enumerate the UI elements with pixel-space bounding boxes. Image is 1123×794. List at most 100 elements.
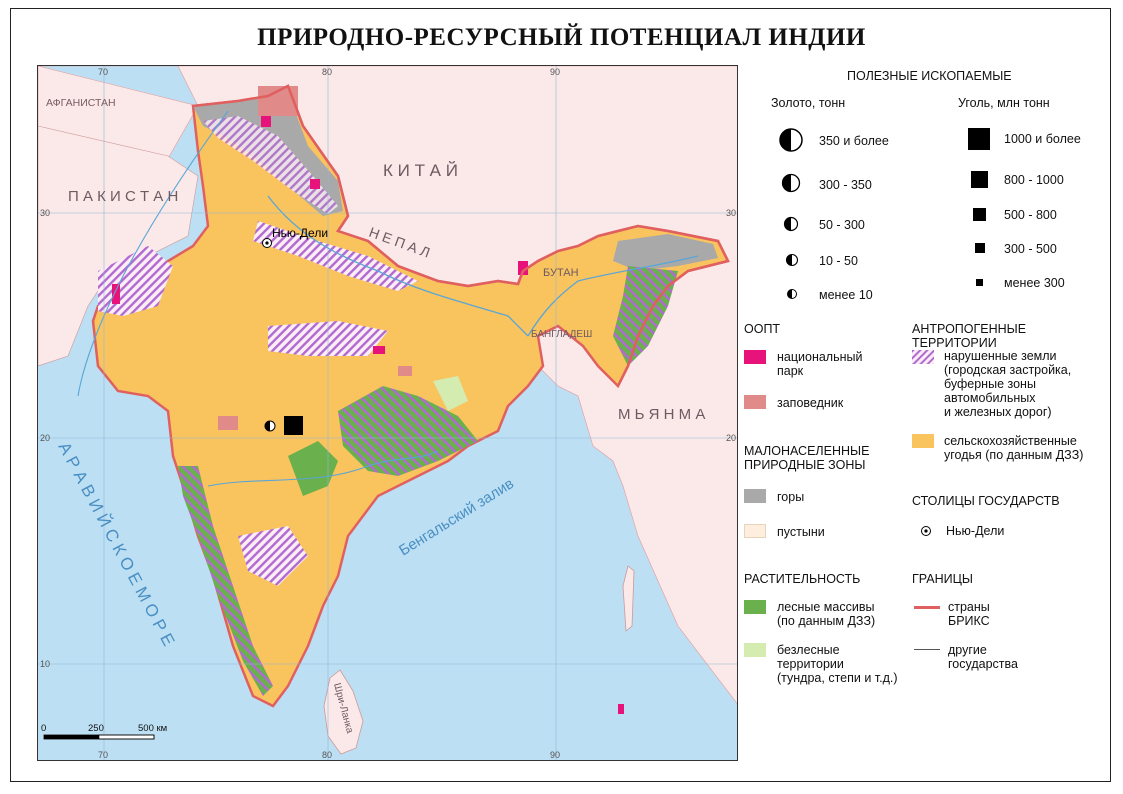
gold-350-icon <box>779 128 803 152</box>
grat-left-20: 20 <box>40 433 50 443</box>
map-title: ПРИРОДНО-РЕСУРСНЫЙ ПОТЕНЦИАЛ ИНДИИ <box>257 24 866 51</box>
grat-bottom-80: 80 <box>322 750 332 760</box>
gold-title: Золото, тонн <box>771 96 846 110</box>
reserve-swatch <box>744 395 766 409</box>
scale-0: 0 <box>41 723 46 734</box>
gold-350-label: 350 и более <box>819 134 889 148</box>
capital-label: Нью-Дели <box>272 226 328 240</box>
label-afghanistan: АФГАНИСТАН <box>46 97 116 109</box>
grat-bottom-70: 70 <box>98 750 108 760</box>
forest-east-ghats <box>288 441 338 496</box>
forest-west-ghats <box>178 466 273 696</box>
capitals-heading: СТОЛИЦЫ ГОСУДАРСТВ <box>912 494 1060 508</box>
grat-top-80: 80 <box>322 67 332 77</box>
national-park-6 <box>618 704 624 714</box>
borders-heading: ГРАНИЦЫ <box>912 572 973 586</box>
treeless-label-2: территории <box>777 657 844 671</box>
coal-500-icon <box>973 208 986 221</box>
gold-50-label: 50 - 300 <box>819 218 865 232</box>
gold-10-label: 10 - 50 <box>819 254 858 268</box>
national-park-1 <box>261 113 271 127</box>
legend: ПОЛЕЗНЫЕ ИСКОПАЕМЫЕ Золото, тонн Уголь, … <box>740 65 1110 765</box>
agri-label-1: сельскохозяйственные <box>944 434 1077 448</box>
grat-left-10: 10 <box>40 659 50 669</box>
reserve-2 <box>218 416 238 430</box>
andaman-islands <box>622 565 635 632</box>
label-pakistan: П А К И С Т А Н <box>68 188 178 205</box>
grat-bottom-90: 90 <box>550 750 560 760</box>
gold-deposit-symbol <box>264 420 276 432</box>
himalaya-hatch <box>203 116 338 214</box>
disturbed-label-2: (городская застройка, <box>944 363 1072 377</box>
capital-legend-icon <box>921 526 931 536</box>
other-border-line <box>914 649 940 650</box>
map-frame <box>10 8 1111 782</box>
forest-central-east <box>338 386 478 476</box>
river-indus <box>77 110 229 397</box>
mountains-swatch <box>744 489 766 503</box>
agriculture-swatch <box>912 434 934 448</box>
national-park-swatch <box>744 350 766 364</box>
gold-50-icon <box>783 216 799 232</box>
disturbed-swatch <box>912 350 934 364</box>
national-park-4 <box>373 346 385 354</box>
brics-border-line <box>914 606 940 609</box>
scale-bar <box>43 734 155 740</box>
india-border <box>192 84 730 387</box>
gold-300-label: 300 - 350 <box>819 178 872 192</box>
coal-800-icon <box>971 171 988 188</box>
ne-mountains <box>613 234 718 271</box>
disturbed-label-1: нарушенные земли <box>944 349 1057 363</box>
coal-500-label: 500 - 800 <box>1004 208 1057 222</box>
coal-300-label: 300 - 500 <box>1004 242 1057 256</box>
label-bangladesh: БАНГЛАДЕШ <box>531 329 592 340</box>
national-park-label: национальный парк <box>777 350 863 378</box>
disturbed-label-5: и железных дорог) <box>944 405 1052 419</box>
coal-300-icon <box>975 243 985 253</box>
deserts-swatch <box>744 524 766 538</box>
coal-1000-icon <box>968 128 990 150</box>
national-park-3 <box>112 284 120 304</box>
river-godavari <box>207 450 439 487</box>
coal-1000-label: 1000 и более <box>1004 132 1081 146</box>
grat-right-20: 20 <box>726 433 736 443</box>
anthro-heading: АНТРОПОГЕННЫЕ ТЕРРИТОРИИ <box>912 322 1027 350</box>
capital-new-delhi-icon <box>262 238 272 248</box>
national-park-2 <box>310 179 320 189</box>
capital-legend-label: Нью-Дели <box>946 524 1005 538</box>
reserve-3 <box>398 366 412 376</box>
gold-less10-label: менее 10 <box>819 288 873 302</box>
other-label-1: другие <box>948 643 987 657</box>
grat-top-70: 70 <box>98 67 108 77</box>
forest-ne <box>613 266 678 366</box>
coal-deposit-symbol <box>284 416 303 435</box>
agri-label-2: угодья (по данным ДЗЗ) <box>944 448 1084 462</box>
disturbed-label-4: автомобильных <box>944 391 1036 405</box>
treeless-swatch <box>744 643 766 657</box>
treeless-label-1: безлесные <box>777 643 840 657</box>
treeless-area <box>433 376 468 411</box>
label-china: К И Т А Й <box>383 161 458 180</box>
map-area[interactable]: Нью-Дели АФГАНИСТАН П А К И С Т А Н К И … <box>37 65 738 761</box>
disturbed-label-3: буферные зоны <box>944 377 1036 391</box>
treeless-label-3: (тундра, степи и т.д.) <box>777 671 898 685</box>
forest-label-1: лесные массивы <box>777 600 875 614</box>
coal-less300-label: менее 300 <box>1004 276 1065 290</box>
disturbed-ganga <box>253 221 418 291</box>
gold-10-icon <box>785 253 799 267</box>
river-ganga <box>267 195 529 337</box>
reserve-label: заповедник <box>777 396 844 410</box>
graticule <box>38 66 737 760</box>
other-label-2: государства <box>948 657 1018 671</box>
gold-less10-icon <box>787 289 797 299</box>
grat-right-30: 30 <box>726 208 736 218</box>
vegetation-heading: РАСТИТЕЛЬНОСТЬ <box>744 572 861 586</box>
grat-left-30: 30 <box>40 208 50 218</box>
deserts-label: пустыни <box>777 525 825 539</box>
label-myanmar: М Ь Я Н М А <box>618 406 705 423</box>
coal-800-label: 800 - 1000 <box>1004 173 1064 187</box>
national-park-5 <box>518 261 528 275</box>
brics-label-1: страны <box>948 600 990 614</box>
minerals-heading: ПОЛЕЗНЫЕ ИСКОПАЕМЫЕ <box>847 69 1012 83</box>
forest-swatch <box>744 600 766 614</box>
